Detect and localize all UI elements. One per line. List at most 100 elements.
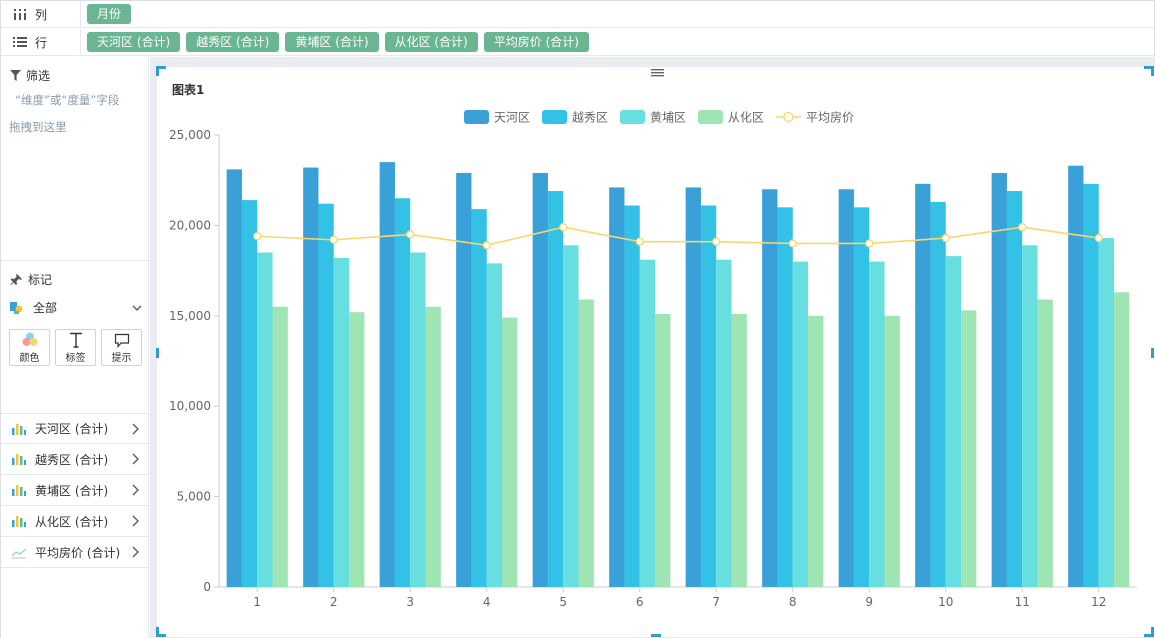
bar-2[interactable] xyxy=(1083,183,1099,587)
mark-type-select[interactable]: 全部 xyxy=(10,299,142,316)
line-point[interactable] xyxy=(253,232,262,241)
bar-2[interactable] xyxy=(241,200,258,587)
line-point[interactable] xyxy=(941,233,950,243)
bar-4[interactable] xyxy=(578,299,594,587)
row-pill[interactable]: 黄埔区 (合计) xyxy=(285,32,379,52)
marks-field-item[interactable]: 黄埔区 (合计) xyxy=(1,475,149,506)
bar-1[interactable] xyxy=(685,187,701,587)
line-point[interactable] xyxy=(1018,223,1027,232)
row-pill[interactable]: 平均房价 (合计) xyxy=(483,32,589,52)
resize-handle-top-left-v[interactable] xyxy=(156,66,159,76)
bar-1[interactable] xyxy=(1068,165,1084,587)
bar-2[interactable] xyxy=(700,205,717,587)
line-point[interactable] xyxy=(635,237,644,246)
bar-2[interactable] xyxy=(547,191,564,587)
bar-3[interactable] xyxy=(1022,245,1038,587)
legend-item-label[interactable]: 平均房价 xyxy=(806,110,854,125)
resize-handle-top-left[interactable] xyxy=(156,66,166,69)
filter-drop-zone[interactable] xyxy=(1,85,149,260)
columns-shelf-label: 列 xyxy=(1,1,81,27)
marks-field-item[interactable]: 天河区 (合计) xyxy=(1,413,149,444)
bar-4[interactable] xyxy=(655,313,671,587)
bar-3[interactable] xyxy=(410,252,426,587)
bar-3[interactable] xyxy=(945,256,962,587)
marks-field-item[interactable]: 平均房价 (合计) xyxy=(1,537,149,568)
resize-handle-bottom-right-v[interactable] xyxy=(1151,627,1154,637)
row-pill[interactable]: 从化区 (合计) xyxy=(384,32,478,52)
drag-grip-icon[interactable] xyxy=(651,68,664,77)
bar-1[interactable] xyxy=(379,162,395,587)
bar-4[interactable] xyxy=(884,315,900,587)
bar-2[interactable] xyxy=(318,203,334,588)
bar-3[interactable] xyxy=(486,263,503,587)
resize-handle-bottom-left-v[interactable] xyxy=(156,627,159,637)
bar-3[interactable] xyxy=(257,252,273,587)
rows-shelf[interactable]: 行 天河区 (合计) 越秀区 (合计) 黄埔区 (合计) 从化区 (合计) 平均房价 (… xyxy=(1,29,1154,56)
marks-field-item[interactable]: 越秀区 (合计) xyxy=(1,444,149,475)
bar-1[interactable] xyxy=(838,189,854,587)
resize-handle-top-right-v[interactable] xyxy=(1151,66,1154,76)
line-point[interactable] xyxy=(788,239,797,248)
bar-3[interactable] xyxy=(792,261,809,587)
bar-3[interactable] xyxy=(869,261,885,587)
bar-1[interactable] xyxy=(609,187,625,587)
bar-chart-icon xyxy=(12,454,26,465)
legend-item-label[interactable]: 天河区 xyxy=(494,111,530,125)
bar-4[interactable] xyxy=(425,306,441,587)
legend-item-label[interactable]: 越秀区 xyxy=(572,111,608,125)
resize-handle-right-mid[interactable] xyxy=(1151,348,1154,358)
bar-2[interactable] xyxy=(1006,191,1023,587)
bar-4[interactable] xyxy=(502,317,518,587)
line-point[interactable] xyxy=(482,241,491,250)
bar-1[interactable] xyxy=(456,172,472,587)
row-pill[interactable]: 越秀区 (合计) xyxy=(186,32,280,52)
marks-field-item[interactable]: 从化区 (合计) xyxy=(1,506,149,537)
bar-2[interactable] xyxy=(853,207,870,587)
column-pill[interactable]: 月份 xyxy=(87,4,132,24)
bar-1[interactable] xyxy=(915,183,931,587)
line-point[interactable] xyxy=(406,230,415,239)
bar-4[interactable] xyxy=(808,315,824,587)
row-pill[interactable]: 天河区 (合计) xyxy=(87,32,181,52)
legend-item-label[interactable]: 黄埔区 xyxy=(650,111,686,125)
bar-2[interactable] xyxy=(394,198,411,587)
bar-4[interactable] xyxy=(349,312,365,587)
label-button[interactable]: 标签 xyxy=(55,329,96,366)
bar-4[interactable] xyxy=(731,313,747,587)
line-point[interactable] xyxy=(865,239,874,248)
resize-handle-bottom-mid[interactable] xyxy=(651,634,661,637)
color-button[interactable]: 颜色 xyxy=(9,329,50,366)
resize-handle-bottom-left[interactable] xyxy=(156,634,166,637)
bar-3[interactable] xyxy=(639,259,656,587)
bar-1[interactable] xyxy=(532,172,548,587)
resize-handle-left-mid[interactable] xyxy=(156,348,159,358)
resize-handle-top-right[interactable] xyxy=(1144,66,1154,69)
bar-3[interactable] xyxy=(563,245,579,587)
bar-4[interactable] xyxy=(961,310,977,587)
bar-4[interactable] xyxy=(1114,292,1130,587)
bar-1[interactable] xyxy=(991,172,1007,587)
bar-1[interactable] xyxy=(303,167,319,587)
line-point[interactable] xyxy=(1094,233,1103,243)
legend-item-label[interactable]: 从化区 xyxy=(728,111,764,125)
bar-3[interactable] xyxy=(333,257,350,587)
bar-3[interactable] xyxy=(716,259,732,587)
bar-4[interactable] xyxy=(1037,299,1053,587)
tooltip-button-label: 提示 xyxy=(111,353,132,364)
bar-1[interactable] xyxy=(762,189,778,587)
bar-3[interactable] xyxy=(1098,238,1115,587)
bar-2[interactable] xyxy=(777,207,793,587)
bar-2[interactable] xyxy=(624,205,640,587)
bar-2[interactable] xyxy=(471,209,487,588)
line-point[interactable] xyxy=(329,235,338,245)
line-point[interactable] xyxy=(712,237,721,246)
bar-2[interactable] xyxy=(930,201,946,587)
bar-1[interactable] xyxy=(226,169,242,587)
bar-4[interactable] xyxy=(272,306,288,587)
resize-handle-bottom-right[interactable] xyxy=(1144,634,1154,637)
rows-pill-area[interactable]: 天河区 (合计) 越秀区 (合计) 黄埔区 (合计) 从化区 (合计) 平均房价 (合计… xyxy=(81,32,589,52)
columns-shelf[interactable]: 列 月份 xyxy=(1,1,1154,28)
tooltip-button[interactable]: 提示 xyxy=(101,329,142,366)
line-point[interactable] xyxy=(559,223,568,232)
columns-pill-area[interactable]: 月份 xyxy=(81,4,132,24)
